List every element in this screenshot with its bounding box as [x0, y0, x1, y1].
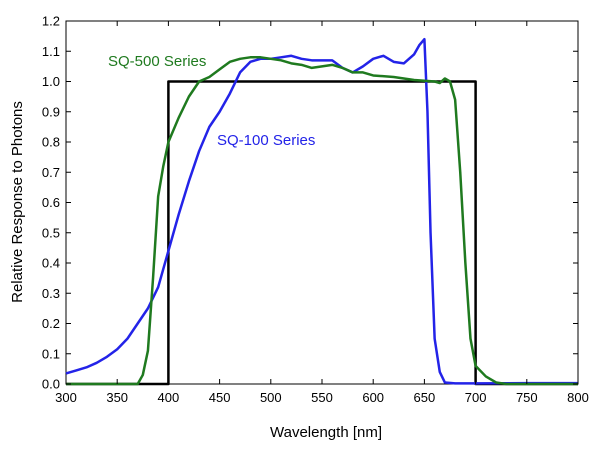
y-tick-label: 0.0: [42, 377, 60, 392]
y-tick-label: 0.8: [42, 135, 60, 150]
y-tick-label: 0.3: [42, 286, 60, 301]
x-tick-label: 300: [55, 390, 77, 405]
x-tick-label: 450: [209, 390, 231, 405]
y-tick-label: 0.1: [42, 346, 60, 361]
x-tick-label: 650: [414, 390, 436, 405]
x-tick-label: 400: [158, 390, 180, 405]
series-line-sq-500-series: [66, 56, 578, 386]
y-tick-label: 0.7: [42, 165, 60, 180]
plot-border: [65, 20, 579, 385]
y-tick-label: 1.2: [42, 14, 60, 29]
x-tick-label: 550: [311, 390, 333, 405]
x-tick-label: 700: [465, 390, 487, 405]
y-tick-label: 1.0: [42, 74, 60, 89]
y-tick-label: 0.5: [42, 225, 60, 240]
y-axis-title: Relative Response to Photons: [9, 101, 26, 303]
series-layer: [65, 37, 578, 386]
y-tick-label: 0.6: [42, 195, 60, 210]
label-layer: SQ-100 Series SQ-500 Series: [108, 53, 315, 149]
x-tick-label: 800: [567, 390, 589, 405]
y-tick-label: 0.2: [42, 316, 60, 331]
series-annotation: SQ-100 Series: [217, 132, 315, 149]
series-line-ideal-par-response: [66, 80, 578, 386]
x-tick-label: 350: [106, 390, 128, 405]
tick-layer: 300 350 400 450 500 550 600 650 700 750 800 0.0 0.1 0…: [42, 14, 589, 406]
x-axis-title: Wavelength [nm]: [270, 424, 382, 441]
x-tick-label: 600: [362, 390, 384, 405]
y-tick-label: 0.9: [42, 104, 60, 119]
x-tick-label: 750: [516, 390, 538, 405]
plot-frame: [65, 20, 579, 385]
series-annotation: SQ-500 Series: [108, 53, 206, 70]
series-line-sq-100-series: [65, 37, 578, 385]
y-tick-label: 0.4: [42, 256, 60, 271]
x-tick-label: 500: [260, 390, 282, 405]
y-tick-label: 1.1: [42, 44, 60, 59]
